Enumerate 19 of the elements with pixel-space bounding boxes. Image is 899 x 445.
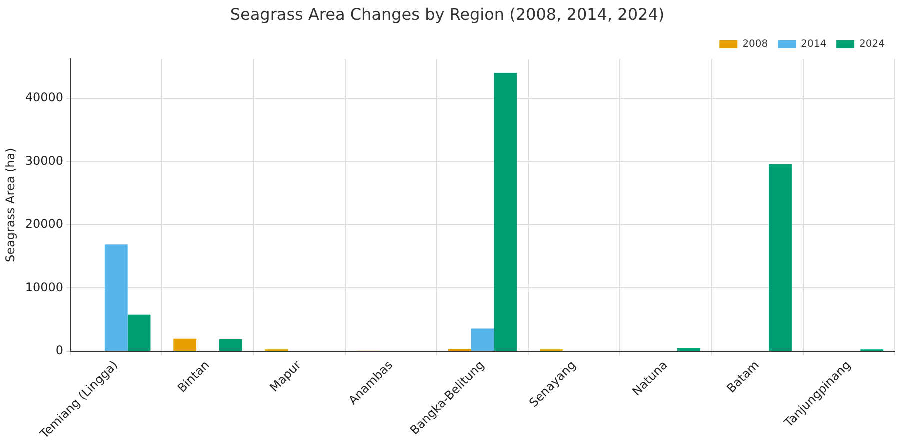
bar [104, 244, 128, 352]
bar [769, 164, 792, 352]
bar [677, 348, 700, 352]
bar [471, 328, 494, 352]
bar [174, 338, 197, 352]
legend-label: 2014 [801, 38, 827, 50]
y-tick-label: 0 [56, 344, 64, 358]
legend-label: 2024 [860, 38, 886, 50]
bar [448, 348, 472, 352]
bar [128, 314, 151, 352]
bar [219, 339, 242, 352]
y-tick-label: 30000 [25, 154, 64, 168]
bar [494, 73, 518, 352]
chart-title: Seagrass Area Changes by Region (2008, 2014, 2024) [230, 4, 665, 24]
y-tick-label: 10000 [25, 280, 64, 294]
y-tick-label: 20000 [25, 217, 64, 232]
y-tick-label: 40000 [25, 90, 64, 105]
y-axis-title: Seagrass Area (ha) [3, 148, 18, 263]
legend-label: 2008 [742, 38, 768, 50]
